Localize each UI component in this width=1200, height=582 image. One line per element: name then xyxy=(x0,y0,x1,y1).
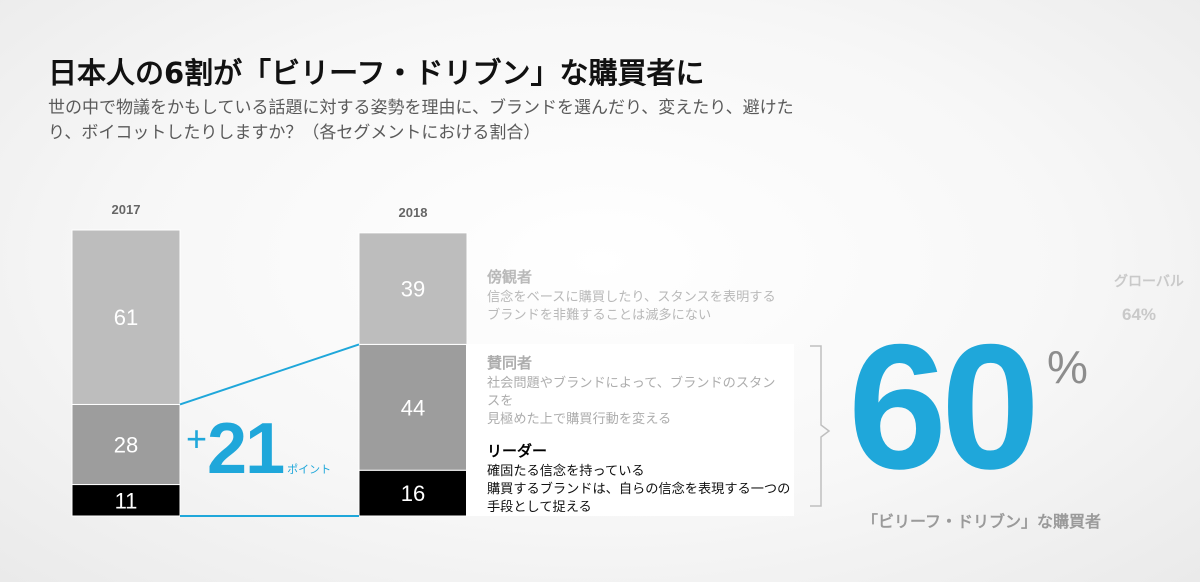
legend-supporter: 賛同者 社会問題やブランドによって、ブランドのスタンスを 見極めた上で購買行動を… xyxy=(487,352,787,429)
page-title: 日本人の6割が「ビリーフ・ドリブン」な購買者に xyxy=(48,56,705,90)
value-label-2018-series-0: 16 xyxy=(401,481,425,506)
value-label-2017-series-0: 11 xyxy=(115,488,138,513)
change-unit: ポイント xyxy=(287,464,332,476)
segment-bracket xyxy=(810,345,831,507)
value-label-2018-series-1: 44 xyxy=(401,395,425,420)
value-label-2017-series-2: 61 xyxy=(114,305,138,330)
value-label-2018-series-2: 39 xyxy=(401,277,425,302)
highlight-caption: 「ビリーフ・ドリブン」な購買者 xyxy=(862,512,1102,531)
highlight-percent-sign: % xyxy=(1047,341,1088,393)
category-label-2017: 2017 xyxy=(112,202,141,217)
change-annotation: +21 ポイント xyxy=(186,408,331,490)
highlight-value: 60 xyxy=(848,307,1040,506)
bystander-desc: 信念をベースに購買したり、スタンスを表明する ブランドを非難することは滅多にない xyxy=(487,290,776,323)
change-value: 21 xyxy=(207,409,285,489)
change-sign: + xyxy=(186,418,208,459)
bar-2018-series-1 xyxy=(358,343,468,471)
believer-highlight-panel xyxy=(466,344,794,516)
bar-2017-series-1 xyxy=(71,403,181,486)
bar-2017-series-2 xyxy=(71,229,181,405)
bars-group: 11 28 61 2017 16 44 39 2018 xyxy=(71,202,468,517)
supporter-name: 賛同者 xyxy=(487,354,533,372)
leader-desc: 確固たる信念を持っている 購買するブランドは、自らの信念を表現する一つの 手段と… xyxy=(487,464,791,515)
leader-name: リーダー xyxy=(487,442,548,460)
supporter-desc: 社会問題やブランドによって、ブランドのスタンスを 見極めた上で購買行動を変える xyxy=(487,376,776,427)
connector-top xyxy=(179,343,360,406)
legend-bystander: 傍観者 信念をベースに購買したり、スタンスを表明する ブランドを非難することは滅… xyxy=(487,266,807,325)
bar-2018-series-2 xyxy=(358,232,468,345)
global-value: 64% xyxy=(1122,305,1157,324)
global-label: グローバル xyxy=(1114,274,1184,290)
value-label-2017-series-1: 28 xyxy=(114,433,138,458)
connector-lines xyxy=(179,343,360,517)
legend-leader: リーダー 確固たる信念を持っている 購買するブランドは、自らの信念を表現する一つ… xyxy=(487,440,792,517)
page-subtitle: 世の中で物議をかもしている話題に対する姿勢を理由に、ブランドを選んだり、変えたり… xyxy=(48,98,794,143)
category-label-2018: 2018 xyxy=(399,205,428,220)
bar-2018-series-0 xyxy=(358,469,468,517)
bystander-name: 傍観者 xyxy=(487,268,533,286)
